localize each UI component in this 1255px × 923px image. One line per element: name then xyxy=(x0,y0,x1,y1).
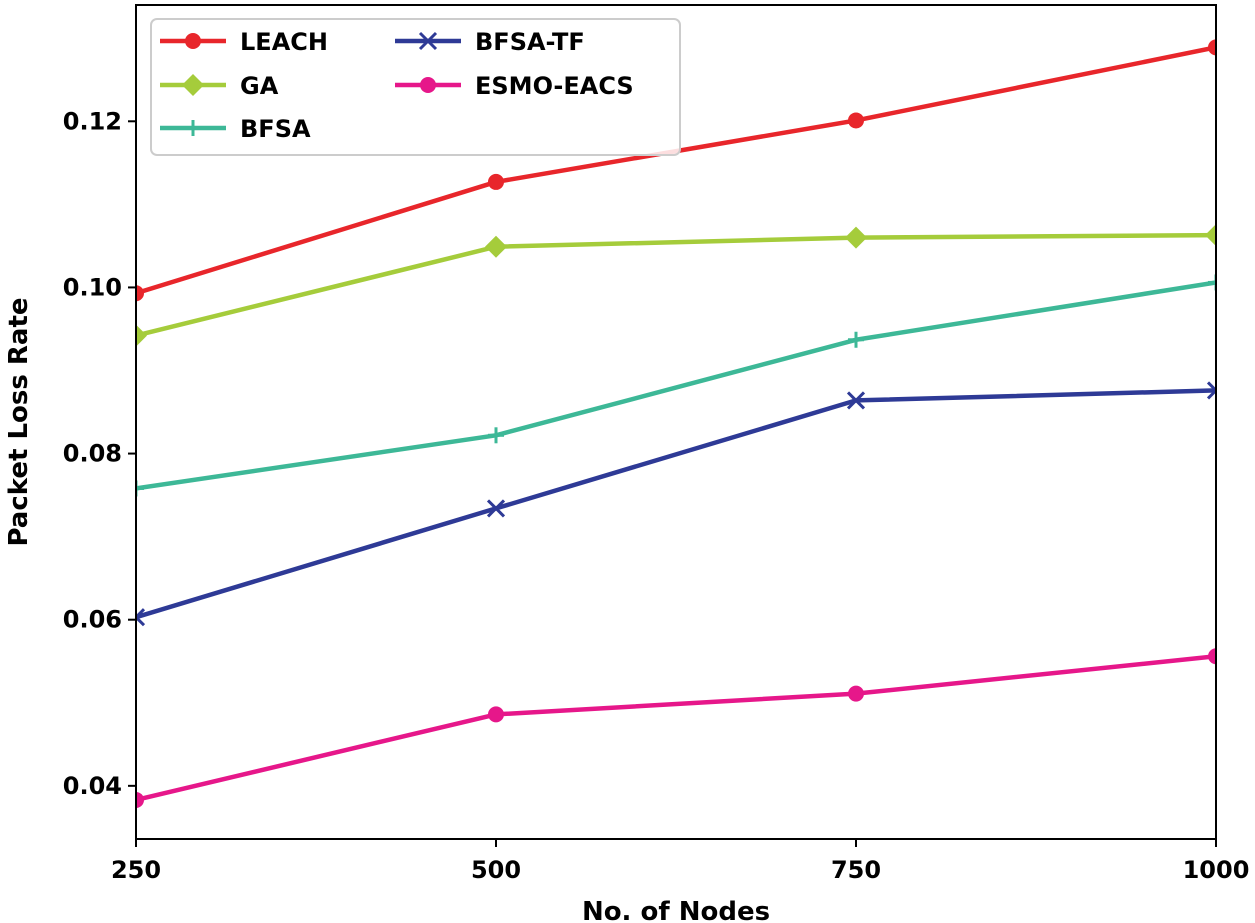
point-bfsa xyxy=(1208,274,1216,291)
legend-item-leach: LEACH xyxy=(160,28,328,56)
axes-layer: 0.04 0.06 0.08 0.10 0.12 250 500 750 1000 xyxy=(63,107,1250,884)
y-tick-label: 0.04 xyxy=(63,772,122,800)
point-bfsa-tf xyxy=(486,499,506,518)
y-tick-label: 0.12 xyxy=(63,107,122,135)
x-tick-label: 250 xyxy=(111,856,161,884)
series-line-bfsa-tf xyxy=(136,388,1216,620)
x-tick-label: 500 xyxy=(471,856,521,884)
series-line-bfsa xyxy=(136,280,1216,491)
series-layer xyxy=(136,39,1216,808)
point-bfsa-tf-stroke xyxy=(846,391,866,410)
point-ga xyxy=(136,324,147,347)
point-bfsa-tf-stroke xyxy=(1206,388,1216,400)
legend-label-esmo-eacs: ESMO-EACS xyxy=(475,72,634,100)
legend-item-ga: GA xyxy=(160,72,279,100)
point-leach xyxy=(848,112,864,129)
series-line-ga xyxy=(136,232,1216,338)
point-esmo-eacs xyxy=(848,685,864,702)
legend-item-bfsa-tf: BFSA-TF xyxy=(395,28,585,56)
plot-frame xyxy=(135,4,1217,840)
point-bfsa xyxy=(136,480,144,497)
x-axis-label: No. of Nodes xyxy=(582,897,770,923)
point-bfsa-tf xyxy=(846,391,866,410)
legend-label-bfsa-tf: BFSA-TF xyxy=(475,28,585,56)
y-tick-label: 0.06 xyxy=(63,606,122,634)
legend-item-esmo-eacs: ESMO-EACS xyxy=(395,72,634,100)
point-esmo-eacs xyxy=(1208,648,1216,665)
point-bfsa-tf-stroke xyxy=(136,608,146,620)
point-bfsa-tf xyxy=(136,608,146,627)
x-tick-label: 750 xyxy=(831,856,881,884)
point-bfsa-tf-stroke xyxy=(136,615,146,627)
legend-marker-bfsa-tf xyxy=(418,31,438,51)
legend-marker-ga xyxy=(182,74,204,96)
point-bfsa-tf xyxy=(1206,381,1216,400)
legend: LEACH GA BFSA BFSA-TF ESMO-EACS xyxy=(150,18,681,156)
legend-marker-leach xyxy=(185,33,201,49)
series-line-esmo-eacs xyxy=(136,654,1216,803)
point-bfsa-tf-stroke xyxy=(1206,381,1216,393)
legend-marker-bfsa-tf-stroke xyxy=(418,31,438,51)
legend-marker-esmo-eacs xyxy=(420,77,436,93)
y-axis-label: Packet Loss Rate xyxy=(4,297,34,546)
legend-label-ga: GA xyxy=(240,72,279,100)
point-bfsa-tf-stroke xyxy=(486,499,506,518)
legend-label-leach: LEACH xyxy=(240,28,328,56)
point-leach xyxy=(1208,39,1216,56)
legend-item-bfsa: BFSA xyxy=(160,115,311,143)
x-tick-label: 1000 xyxy=(1183,856,1250,884)
point-bfsa xyxy=(848,331,864,348)
point-ga xyxy=(485,235,507,258)
point-leach xyxy=(488,173,504,190)
legend-marker-bfsa xyxy=(185,120,201,136)
point-esmo-eacs xyxy=(136,791,144,808)
point-leach xyxy=(136,285,144,302)
point-ga xyxy=(1205,224,1216,247)
legend-label-bfsa: BFSA xyxy=(240,115,311,143)
series-group xyxy=(136,39,1216,808)
point-ga xyxy=(845,226,867,249)
y-tick-label: 0.10 xyxy=(63,273,122,301)
point-esmo-eacs xyxy=(488,706,504,723)
y-tick-label: 0.08 xyxy=(63,440,122,468)
point-bfsa xyxy=(488,427,504,444)
